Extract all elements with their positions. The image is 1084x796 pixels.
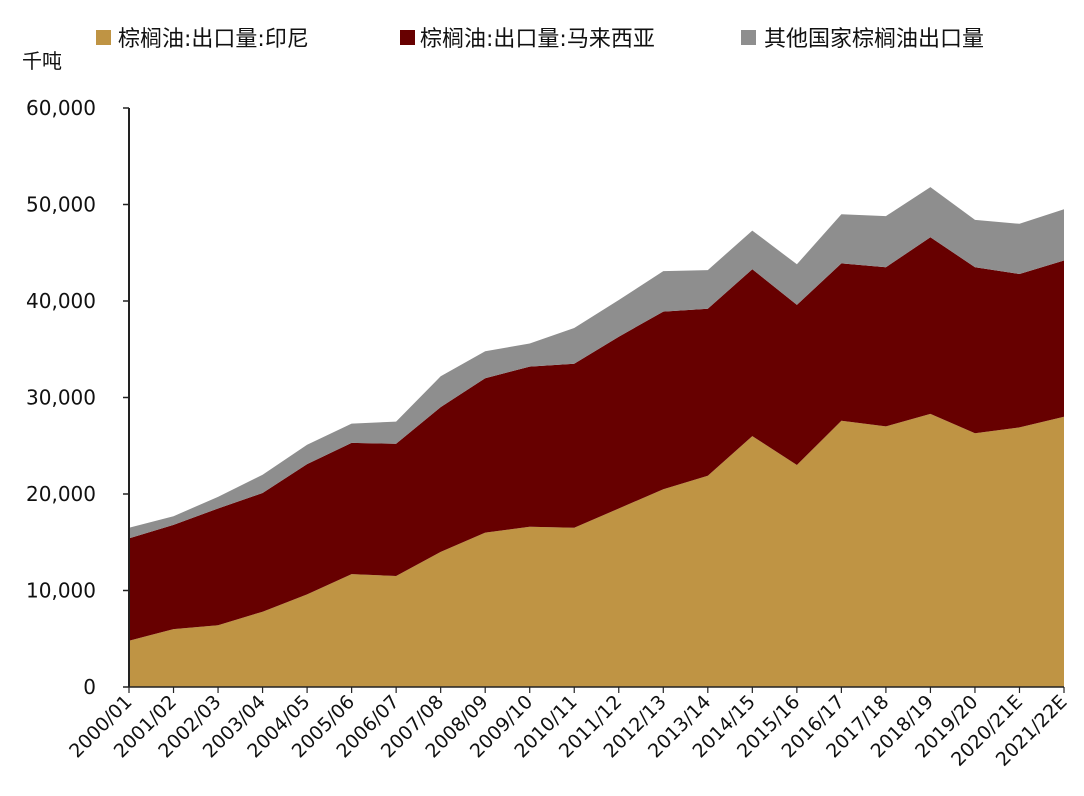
legend-swatch-indonesia: [96, 30, 111, 45]
y-tick-label: 30,000: [26, 386, 96, 410]
area-series-2: [129, 187, 1064, 539]
legend-swatch-malaysia: [400, 30, 415, 45]
y-tick-label: 0: [83, 675, 96, 699]
legend-label-malaysia: 棕榈油:出口量:马来西亚: [420, 27, 655, 52]
y-tick-label: 60,000: [26, 96, 96, 120]
y-unit-label: 千吨: [22, 49, 62, 73]
y-tick-label: 10,000: [26, 579, 96, 603]
legend: 棕榈油:出口量:印尼 棕榈油:出口量:马来西亚 其他国家棕榈油出口量: [96, 27, 984, 52]
legend-label-indonesia: 棕榈油:出口量:印尼: [118, 27, 309, 52]
y-ticks: 0 10,000 20,000 30,000 40,000 50,000 60,000: [26, 96, 129, 699]
area-series-1: [129, 237, 1064, 641]
y-tick-label: 20,000: [26, 482, 96, 506]
y-tick-label: 50,000: [26, 193, 96, 217]
legend-label-others: 其他国家棕榈油出口量: [764, 27, 984, 52]
areas: [129, 187, 1064, 687]
y-tick-label: 40,000: [26, 289, 96, 313]
x-ticks: 2000/012001/022002/032003/042004/052005/…: [65, 687, 1072, 771]
area-series-0: [129, 413, 1064, 687]
legend-swatch-others: [741, 30, 756, 45]
